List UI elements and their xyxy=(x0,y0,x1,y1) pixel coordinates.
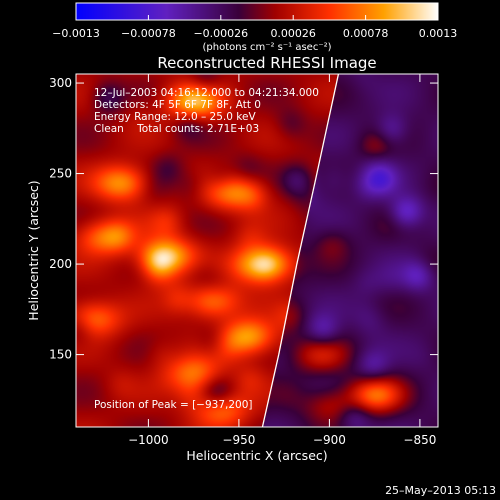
colorbar-tick-label: 0.00026 xyxy=(270,27,316,40)
colorbar-tick-label: −0.00078 xyxy=(121,27,176,40)
x-tick-label: −1000 xyxy=(128,433,169,447)
x-axis-label: Heliocentric X (arcsec) xyxy=(186,448,327,463)
y-tick-label: 200 xyxy=(49,257,72,271)
annotation-detectors: Detectors: 4F 5F 6F 7F 8F, Att 0 xyxy=(94,99,261,111)
colorbar-units-label: (photons cm⁻² s⁻¹ asec⁻²) xyxy=(202,42,331,53)
y-axis-label: Heliocentric Y (arcsec) xyxy=(26,180,41,320)
annotations: 12–Jul–2003 04:16:12.000 to 04:21:34.000… xyxy=(94,87,319,135)
y-tick-label: 300 xyxy=(49,76,72,90)
plot-frame xyxy=(75,73,439,428)
heatmap-image xyxy=(76,74,438,427)
solar-limb-line xyxy=(261,74,340,427)
axis-ticks: −1000 −950 −900 −850 150 200 250 300 xyxy=(49,74,438,447)
chart-title: Reconstructed RHESSI Image xyxy=(157,54,376,72)
annotation-time: 12–Jul–2003 04:16:12.000 to 04:21:34.000 xyxy=(94,87,319,99)
colorbar-tick-label: 0.00078 xyxy=(343,27,389,40)
y-tick-label: 250 xyxy=(49,167,72,181)
colorbar xyxy=(75,2,439,21)
colorbar-tick-label: 0.0013 xyxy=(419,27,458,40)
annotation-clean-counts: Clean Total counts: 2.71E+03 xyxy=(94,123,259,135)
x-tick-label: −950 xyxy=(222,433,255,447)
footer-date: 25–May–2013 05:13 xyxy=(385,484,496,497)
annotation-energy: Energy Range: 12.0 – 25.0 keV xyxy=(94,111,256,123)
colorbar-tick-label: −0.0013 xyxy=(52,27,100,40)
peak-position-label: Position of Peak = [−937,200] xyxy=(94,399,253,411)
y-tick-label: 150 xyxy=(49,348,72,362)
x-tick-label: −900 xyxy=(313,433,346,447)
colorbar-tick-label: −0.00026 xyxy=(193,27,248,40)
colorbar-ticks: −0.0013 −0.00078 −0.00026 0.00026 0.00078 0.0… xyxy=(52,15,457,40)
x-tick-label: −850 xyxy=(403,433,436,447)
